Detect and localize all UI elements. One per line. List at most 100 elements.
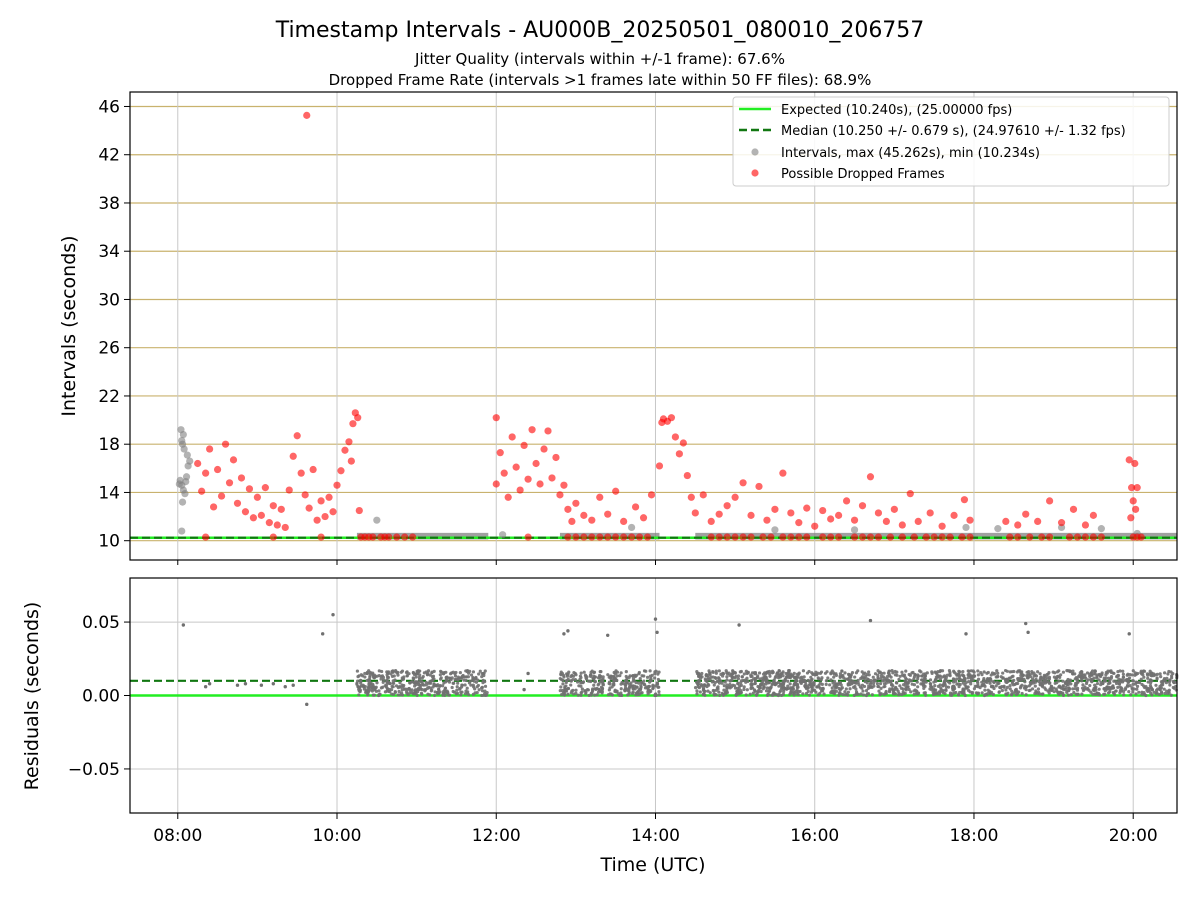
residual-point <box>834 685 838 689</box>
residual-point <box>599 685 604 689</box>
residual-point <box>404 670 409 675</box>
residual-point <box>961 681 965 685</box>
residual-point <box>839 683 843 687</box>
residual-point <box>1061 679 1065 683</box>
dropped-frame-point <box>655 462 664 470</box>
residual-point <box>653 676 657 680</box>
residual-point <box>203 684 208 689</box>
residual-point <box>1099 682 1103 687</box>
dropped-frame-point <box>225 479 234 487</box>
residual-point <box>389 672 393 676</box>
residual-point <box>708 691 712 695</box>
residual-point <box>951 677 956 681</box>
residual-point <box>996 671 1000 675</box>
residual-point <box>1154 692 1158 696</box>
residual-point <box>1009 693 1014 697</box>
residual-point <box>655 681 659 685</box>
residual-point <box>734 693 738 697</box>
residual-point <box>1149 686 1154 690</box>
residual-point <box>824 679 829 683</box>
residual-point <box>1008 687 1012 691</box>
residual-point <box>916 685 920 689</box>
residual-point <box>1049 684 1053 688</box>
dropped-frame-point <box>803 533 811 541</box>
residual-point <box>429 686 433 690</box>
residual-point <box>567 670 571 674</box>
residual-point <box>463 683 467 687</box>
dropped-frame-point <box>524 475 532 483</box>
residual-point <box>1162 687 1166 691</box>
residual-point <box>474 675 478 680</box>
dropped-frame-point <box>210 503 218 511</box>
residual-point <box>1030 677 1035 681</box>
residual-point <box>742 685 746 689</box>
residual-point <box>1056 674 1060 678</box>
residual-point <box>474 680 479 684</box>
residual-point <box>413 680 417 684</box>
residual-point <box>728 686 732 690</box>
dropped-frame-point <box>890 505 898 513</box>
dropped-frame-point <box>301 491 309 499</box>
residual-point <box>817 677 821 681</box>
residual-point <box>757 671 762 675</box>
residual-point <box>577 684 581 688</box>
residual-point <box>964 632 968 636</box>
residual-point <box>919 682 923 686</box>
dropped-frame-point <box>835 533 843 541</box>
residual-point <box>712 683 716 687</box>
dropped-frame-point <box>620 533 628 541</box>
residual-point <box>1166 691 1170 696</box>
residual-point <box>564 689 569 693</box>
residual-point <box>1089 690 1093 694</box>
dropped-frame-point <box>731 493 739 501</box>
dropped-frame-point <box>850 516 859 524</box>
residual-point <box>753 672 758 676</box>
residual-point <box>355 679 360 683</box>
residual-point <box>911 670 915 675</box>
residual-point <box>955 677 959 681</box>
residual-point <box>618 674 622 678</box>
residual-point <box>802 675 806 679</box>
dropped-frame-point <box>1014 533 1022 541</box>
residual-point <box>761 672 766 676</box>
residual-point <box>980 691 984 695</box>
residual-point <box>904 669 908 673</box>
residual-point <box>1080 676 1084 680</box>
y-tick-label: 34 <box>98 242 120 262</box>
residual-point <box>728 682 732 687</box>
residual-point <box>637 692 641 696</box>
dropped-frame-point <box>393 533 401 541</box>
residual-point <box>396 670 400 675</box>
dropped-frame-point <box>540 445 548 453</box>
residual-point <box>695 689 699 693</box>
residual-point <box>745 688 749 692</box>
intervals-x-tick-marks <box>177 560 1134 565</box>
residual-point <box>1030 671 1034 675</box>
residual-point <box>485 693 489 697</box>
residual-point <box>772 691 776 695</box>
residual-point <box>439 670 444 674</box>
residual-point <box>1011 674 1015 678</box>
residual-point <box>742 687 746 692</box>
residual-point <box>711 688 715 693</box>
residual-point <box>807 669 811 674</box>
residual-point <box>1150 679 1154 683</box>
residual-point <box>391 681 395 685</box>
dropped-frame-point <box>620 517 628 526</box>
residual-point <box>600 689 604 694</box>
dropped-frame-point <box>532 459 540 468</box>
dropped-frame-point <box>604 533 612 541</box>
residual-point <box>1034 690 1038 695</box>
residual-point <box>380 669 384 674</box>
residual-point <box>846 693 850 697</box>
dropped-frame-point <box>1081 521 1090 529</box>
dropped-frame-point <box>819 506 827 515</box>
dropped-frame-point <box>763 516 771 524</box>
residual-point <box>475 690 479 695</box>
residual-point <box>415 688 419 692</box>
residual-point <box>423 689 427 693</box>
residual-point <box>436 690 440 694</box>
residual-point <box>931 692 936 697</box>
residual-point <box>1020 683 1024 687</box>
dropped-frame-point <box>1057 519 1066 527</box>
